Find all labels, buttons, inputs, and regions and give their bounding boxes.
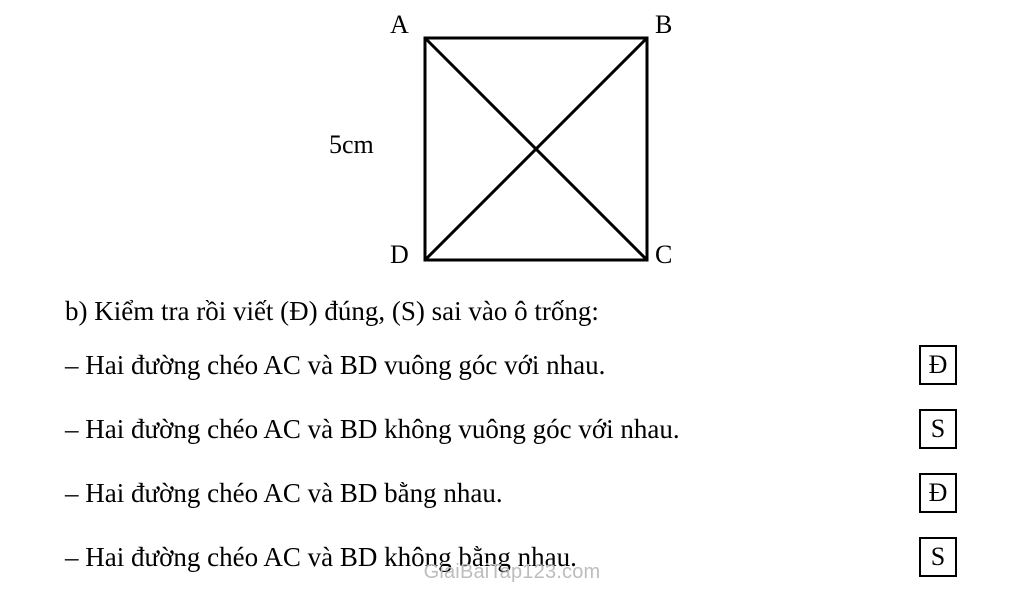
answer-box: Đ: [919, 345, 957, 385]
square-svg: [335, 10, 715, 270]
vertex-b-label: B: [655, 10, 672, 40]
vertex-a-label: A: [390, 10, 409, 40]
watermark-text: GiaiBaiTap123.com: [0, 561, 1024, 584]
square-diagram: A B C D 5cm: [335, 10, 715, 270]
answer-box: S: [919, 409, 957, 449]
question-prompt: b) Kiểm tra rồi viết (Đ) đúng, (S) sai v…: [65, 296, 965, 327]
statement-text: – Hai đường chéo AC và BD vuông góc với …: [65, 352, 605, 379]
statement-text: – Hai đường chéo AC và BD bằng nhau.: [65, 480, 503, 507]
question-block: b) Kiểm tra rồi viết (Đ) đúng, (S) sai v…: [65, 296, 965, 601]
answer-box: Đ: [919, 473, 957, 513]
side-length-label: 5cm: [329, 130, 374, 160]
statement-text: – Hai đường chéo AC và BD không vuông gó…: [65, 416, 680, 443]
statement-row: – Hai đường chéo AC và BD vuông góc với …: [65, 345, 965, 385]
statement-row: – Hai đường chéo AC và BD bằng nhau. Đ: [65, 473, 965, 513]
vertex-d-label: D: [390, 240, 409, 270]
statement-row: – Hai đường chéo AC và BD không vuông gó…: [65, 409, 965, 449]
vertex-c-label: C: [655, 240, 672, 270]
